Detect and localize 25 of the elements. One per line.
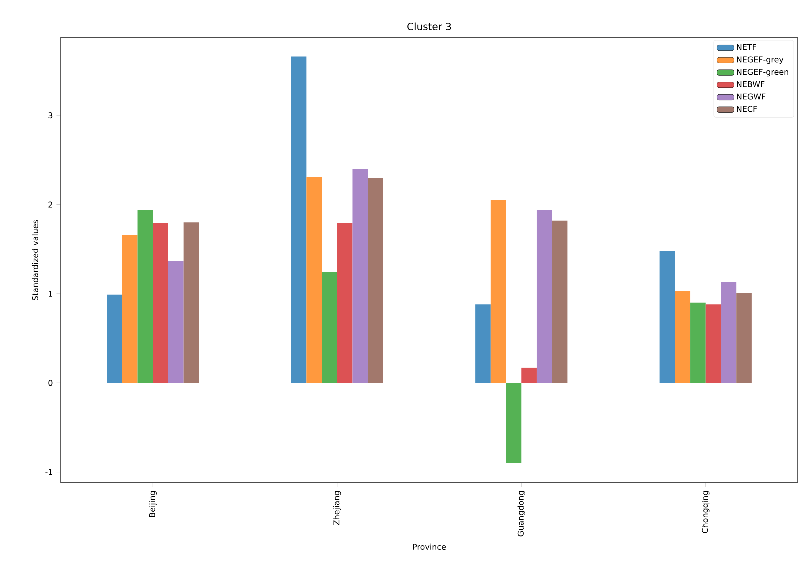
bar <box>721 282 737 384</box>
bar <box>153 223 168 384</box>
bar <box>490 200 506 384</box>
bar <box>476 304 491 384</box>
bar <box>736 293 752 384</box>
bar <box>322 272 338 384</box>
bar <box>138 210 154 384</box>
bar <box>536 210 552 384</box>
bar <box>506 383 522 464</box>
bar <box>706 304 722 384</box>
bar <box>675 291 691 384</box>
bar <box>660 251 676 384</box>
bar <box>122 235 138 384</box>
bar <box>306 177 322 384</box>
bar <box>522 368 537 384</box>
bar <box>352 169 368 384</box>
bar <box>337 223 353 384</box>
bar <box>168 260 184 384</box>
chart-title: Cluster 3 <box>408 22 452 30</box>
bar <box>552 220 568 384</box>
bar <box>368 178 384 384</box>
bar <box>107 294 122 384</box>
bar <box>690 302 706 384</box>
bar <box>291 56 307 384</box>
bar <box>184 222 200 384</box>
